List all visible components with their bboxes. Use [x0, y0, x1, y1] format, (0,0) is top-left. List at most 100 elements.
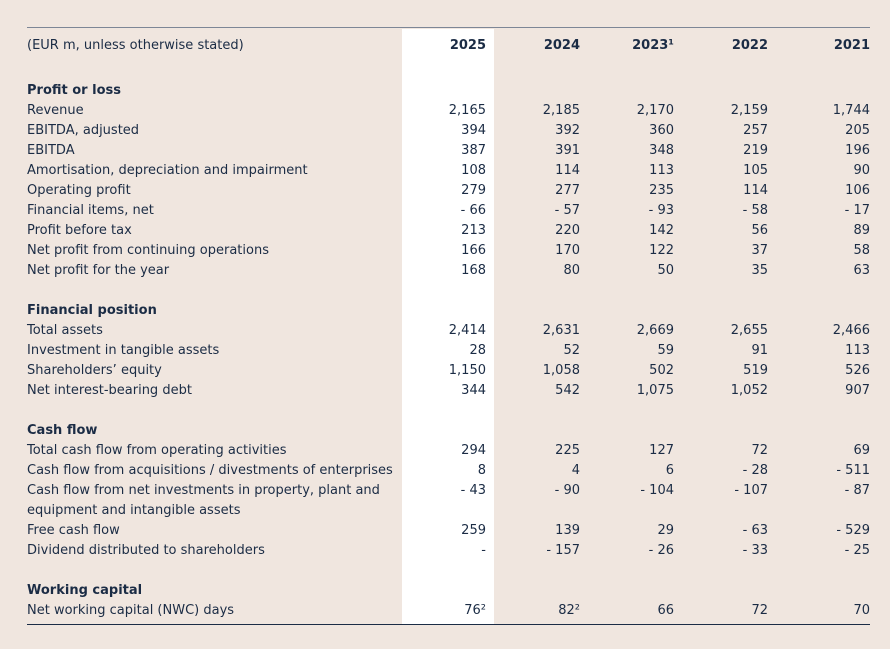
- table-body: Profit or loss Revenue 2,165 2,185 2,170 2,15…: [27, 64, 870, 621]
- value-cell: 52: [563, 343, 580, 358]
- value-cell: 235: [649, 183, 674, 198]
- row-label: Net interest-bearing debt: [27, 383, 192, 398]
- year-header: 2022: [731, 38, 768, 53]
- value-cell: 59: [657, 343, 674, 358]
- value-cell: 907: [845, 383, 870, 398]
- table-row: Net profit for the year 168 80 50 35 63: [27, 261, 870, 281]
- section-heading-row: Cash flow: [27, 421, 870, 441]
- section-title: Working capital: [27, 583, 143, 598]
- row-label: EBITDA, adjusted: [27, 123, 140, 138]
- row-label: Net profit for the year: [27, 263, 170, 278]
- value-cell: 4: [571, 463, 580, 478]
- value-cell: 168: [461, 263, 486, 278]
- value-cell: 2,414: [448, 323, 486, 338]
- value-cell: 2,185: [542, 103, 580, 118]
- value-cell: - 25: [844, 543, 870, 558]
- row-label: Cash flow from net investments in proper…: [27, 483, 380, 518]
- value-cell: 1,075: [636, 383, 674, 398]
- value-cell: 89: [853, 223, 870, 238]
- row-label: Net profit from continuing operations: [27, 243, 269, 258]
- row-label: Investment in tangible assets: [27, 343, 220, 358]
- value-cell: 391: [555, 143, 580, 158]
- value-cell: 82²: [558, 603, 580, 618]
- value-cell: 170: [555, 243, 580, 258]
- value-cell: 72: [751, 443, 768, 458]
- table-row: EBITDA 387 391 348 219 196: [27, 141, 870, 161]
- value-cell: 70: [853, 603, 870, 618]
- row-label: Free cash flow: [27, 523, 120, 538]
- table-row: Cash flow from net investments in proper…: [27, 481, 870, 521]
- value-cell: - 529: [836, 523, 870, 538]
- value-cell: 502: [649, 363, 674, 378]
- row-label: Operating profit: [27, 183, 131, 198]
- value-cell: 113: [845, 343, 870, 358]
- value-cell: - 17: [844, 203, 870, 218]
- value-cell: 6: [665, 463, 674, 478]
- table-row: Net interest-bearing debt 344 542 1,075 1,05…: [27, 381, 870, 401]
- table-row: Profit before tax 213 220 142 56 89: [27, 221, 870, 241]
- value-cell: - 33: [742, 543, 768, 558]
- value-cell: 392: [555, 123, 580, 138]
- value-cell: 114: [555, 163, 580, 178]
- section-title: Cash flow: [27, 423, 98, 438]
- value-cell: 2,466: [832, 323, 870, 338]
- value-cell: 213: [461, 223, 486, 238]
- value-cell: -: [481, 543, 486, 558]
- row-label: Profit before tax: [27, 223, 132, 238]
- row-label: Total assets: [27, 323, 103, 338]
- value-cell: 108: [461, 163, 486, 178]
- value-cell: 219: [743, 143, 768, 158]
- value-cell: 542: [555, 383, 580, 398]
- value-cell: 348: [649, 143, 674, 158]
- value-cell: 76²: [464, 603, 486, 618]
- value-cell: 360: [649, 123, 674, 138]
- value-cell: - 90: [554, 483, 580, 498]
- value-cell: 66: [657, 603, 674, 618]
- value-cell: - 87: [844, 483, 870, 498]
- year-header: 2021: [833, 38, 870, 53]
- value-cell: - 107: [734, 483, 768, 498]
- value-cell: 56: [751, 223, 768, 238]
- section-spacer: [27, 64, 870, 81]
- table-row: Shareholders’ equity 1,150 1,058 502 519 526: [27, 361, 870, 381]
- value-cell: 257: [743, 123, 768, 138]
- table-row: Total assets 2,414 2,631 2,669 2,655 2,466: [27, 321, 870, 341]
- year-header: 2023¹: [632, 38, 674, 53]
- table-row: Net working capital (NWC) days 76² 82² 66 72…: [27, 601, 870, 621]
- row-label: EBITDA: [27, 143, 75, 158]
- value-cell: - 43: [460, 483, 486, 498]
- value-cell: 387: [461, 143, 486, 158]
- value-cell: 1,058: [542, 363, 580, 378]
- section-spacer: [27, 401, 870, 421]
- table-row: Investment in tangible assets 28 52 59 91 113: [27, 341, 870, 361]
- value-cell: 1,744: [832, 103, 870, 118]
- value-cell: 279: [461, 183, 486, 198]
- unit-note: (EUR m, unless otherwise stated): [27, 38, 244, 53]
- value-cell: 122: [649, 243, 674, 258]
- table-row: Amortisation, depreciation and impairmen…: [27, 161, 870, 181]
- bottom-rule: [27, 624, 870, 625]
- value-cell: 28: [469, 343, 486, 358]
- section-heading-row: Working capital: [27, 581, 870, 601]
- value-cell: 394: [461, 123, 486, 138]
- table-row: Free cash flow 259 139 29 - 63 - 529: [27, 521, 870, 541]
- value-cell: - 63: [742, 523, 768, 538]
- value-cell: 2,165: [448, 103, 486, 118]
- value-cell: 69: [853, 443, 870, 458]
- row-label: Cash flow from acquisitions / divestment…: [27, 463, 393, 478]
- value-cell: 127: [649, 443, 674, 458]
- value-cell: - 57: [554, 203, 580, 218]
- row-label: Financial items, net: [27, 203, 154, 218]
- section-heading-row: Financial position: [27, 301, 870, 321]
- value-cell: 105: [743, 163, 768, 178]
- value-cell: 90: [853, 163, 870, 178]
- value-cell: 2,159: [730, 103, 768, 118]
- value-cell: 114: [743, 183, 768, 198]
- value-cell: - 28: [742, 463, 768, 478]
- value-cell: 519: [743, 363, 768, 378]
- section-spacer: [27, 561, 870, 581]
- value-cell: 50: [657, 263, 674, 278]
- row-label: Shareholders’ equity: [27, 363, 162, 378]
- value-cell: - 26: [648, 543, 674, 558]
